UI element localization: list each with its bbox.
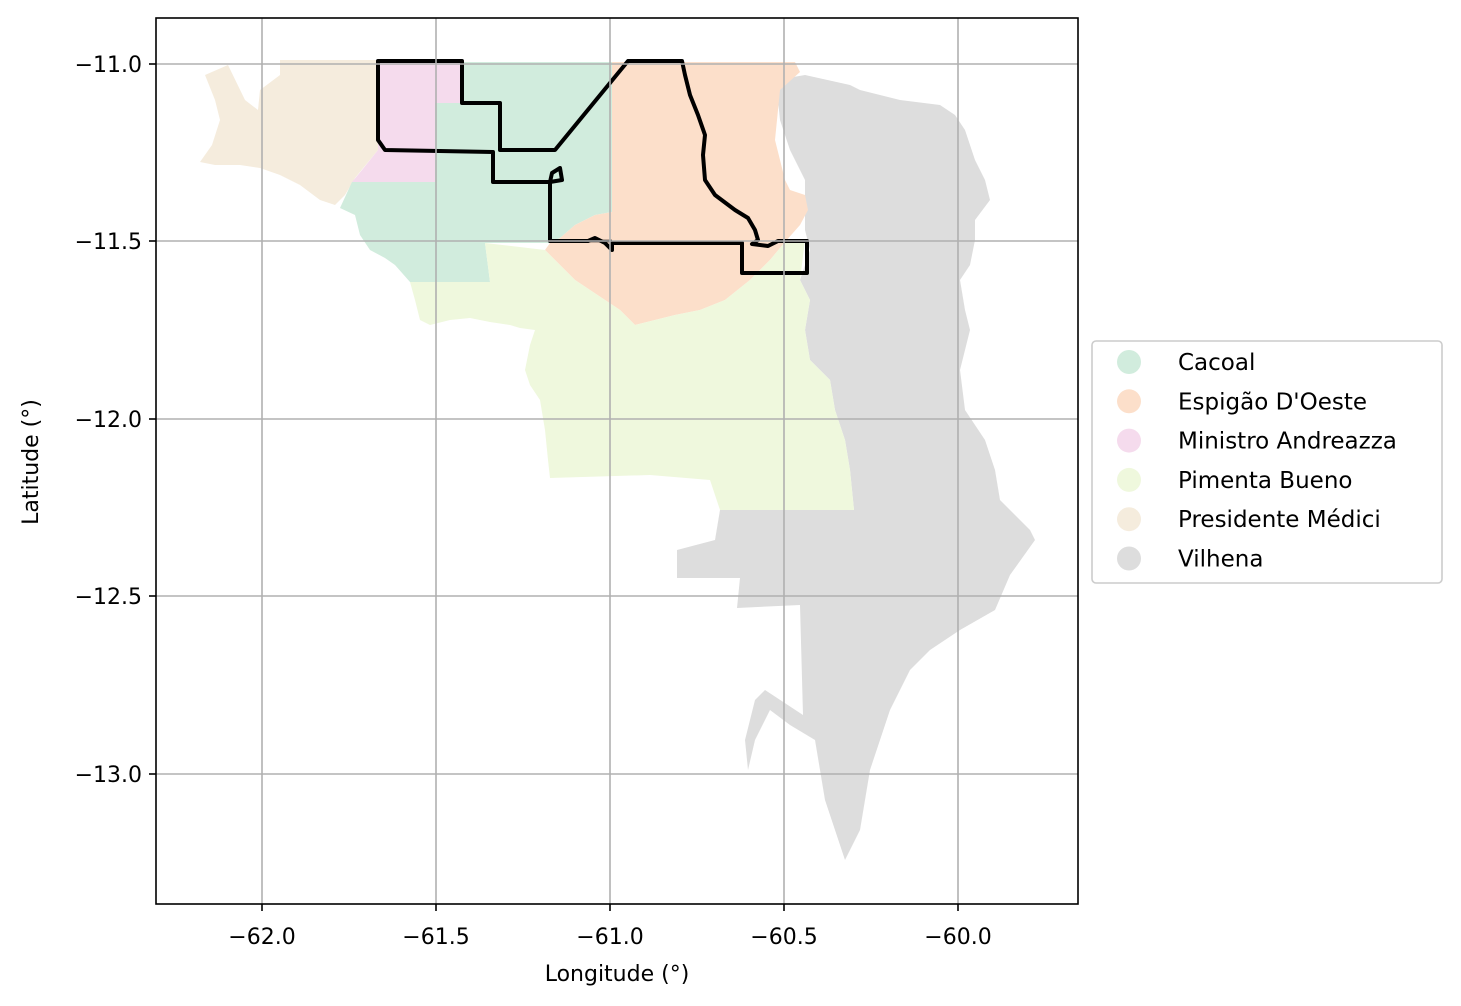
x-tick-label-5: −60.0 — [924, 925, 991, 950]
x-tick-label-4: −60.5 — [750, 925, 817, 950]
y-tick-label-1: −11.0 — [75, 53, 142, 78]
legend-box — [1091, 340, 1443, 584]
x-tick-label-3: −61.0 — [576, 925, 643, 950]
region-vilhena — [677, 75, 1035, 860]
legend-marker-ministro-andreazza — [1117, 428, 1141, 453]
x-axis-title: Longitude (°) — [545, 962, 690, 987]
legend-label-vilhena: Vilhena — [1178, 547, 1263, 573]
legend-label-ministro-andreazza: Ministro Andreazza — [1178, 429, 1397, 455]
plot-frame — [155, 17, 1079, 905]
outlined-region-border — [376, 59, 809, 275]
region-cacoal — [340, 62, 612, 282]
y-tick-label-5: −13.0 — [75, 763, 142, 788]
y-axis-title: Latitude (°) — [19, 399, 44, 525]
region-pimenta-bueno — [410, 240, 854, 510]
y-tick-label-3: −12.0 — [75, 408, 142, 433]
legend-marker-vilhena — [1117, 546, 1141, 571]
y-tick-label-2: −11.5 — [75, 230, 142, 255]
legend-marker-pimenta-bueno — [1117, 467, 1141, 492]
x-tick-label-1: −62.0 — [228, 925, 295, 950]
legend: Cacoal Espigão D'Oeste Ministro Andreazza P… — [1091, 340, 1443, 584]
legend-label-pimenta-bueno: Pimenta Bueno — [1178, 468, 1352, 494]
y-axis — [149, 63, 156, 775]
legend-marker-presidente-medici — [1117, 507, 1141, 532]
x-tick-label-2: −61.5 — [402, 925, 469, 950]
region-presidente-medici — [200, 60, 378, 205]
legend-label-presidente-medici: Presidente Médici — [1178, 507, 1381, 533]
legend-marker-espigao-d-oeste — [1117, 389, 1141, 414]
legend-marker-cacoal — [1117, 350, 1141, 374]
legend-label-espigao-d-oeste: Espigão D'Oeste — [1178, 389, 1367, 415]
map-layers — [200, 59, 1035, 860]
grid — [156, 18, 1078, 904]
y-tick-label-4: −12.5 — [75, 585, 142, 610]
x-axis — [261, 904, 959, 911]
legend-label-cacoal: Cacoal — [1178, 350, 1255, 376]
